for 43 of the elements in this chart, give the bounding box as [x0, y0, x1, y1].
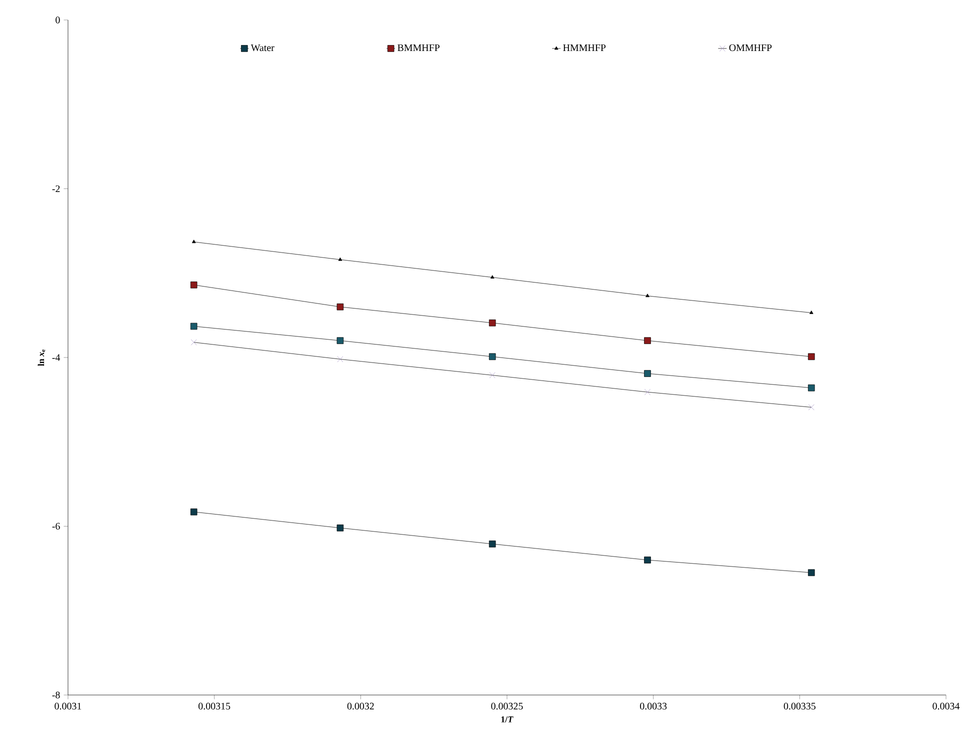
y-tick-label: -8 [52, 692, 60, 698]
y-tick-label: -2 [52, 185, 60, 192]
point [644, 389, 651, 396]
x-tick-label: 0.0033 [640, 702, 667, 710]
point [808, 569, 815, 576]
point [808, 384, 815, 392]
point [192, 240, 196, 244]
point [809, 310, 814, 314]
point [644, 556, 651, 564]
legend-label: BMMHFP [398, 44, 440, 52]
point [190, 322, 198, 330]
point [646, 294, 650, 298]
y-axis-title: ln x$_{e}$ [38, 349, 46, 366]
x-tick-label: 0.0031 [54, 702, 82, 710]
point [808, 353, 815, 360]
legend-label: HMMHFP [563, 44, 606, 51]
point [337, 356, 344, 362]
x-tick-label: 0.00315 [198, 702, 230, 710]
point [490, 275, 494, 279]
point [644, 337, 651, 344]
x-tick-label: 0.0034 [932, 702, 960, 710]
point [190, 508, 198, 516]
y-tick-label: -4 [52, 354, 60, 361]
legend-label: OMMHFP [729, 44, 772, 52]
legend-label: Water [250, 44, 274, 52]
x-tick-label: 0.0032 [347, 702, 374, 710]
x-tick-label: 0.00335 [784, 702, 816, 710]
x-tick-label: 0.00325 [491, 702, 523, 710]
point [336, 337, 344, 344]
point [808, 404, 814, 410]
point [489, 372, 496, 378]
point [190, 282, 198, 288]
point [488, 540, 496, 548]
point [644, 370, 651, 377]
y-tick-label: -6 [52, 522, 60, 530]
point [336, 524, 344, 532]
point [488, 320, 496, 326]
point [338, 257, 342, 261]
point [190, 339, 197, 346]
point [488, 353, 496, 360]
x-axis-title: 1/T [501, 716, 514, 722]
point [336, 303, 344, 310]
y-tick-label: 0 [56, 16, 60, 24]
